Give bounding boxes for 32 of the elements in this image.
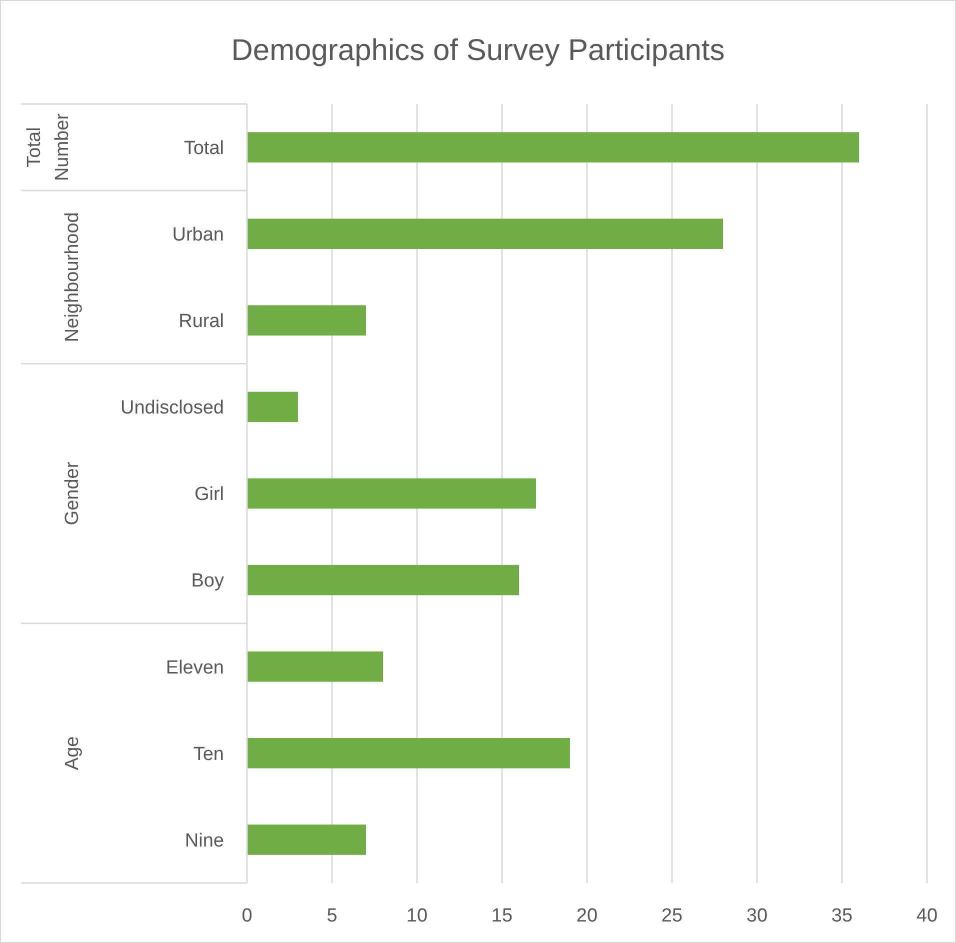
y-tick-label: Girl: [194, 484, 224, 506]
x-tick-label: 25: [661, 906, 683, 927]
y-tick-label: Boy: [191, 570, 224, 592]
text: Age: [62, 736, 83, 770]
bar: [247, 738, 570, 768]
x-tick-label: 15: [491, 906, 513, 927]
x-tick-label: 20: [576, 906, 598, 927]
x-tick-label: 5: [326, 906, 338, 927]
x-tick-label: 0: [242, 906, 252, 927]
bar: [247, 132, 859, 162]
y-tick-label: Nine: [184, 830, 224, 852]
bar: [247, 218, 723, 249]
y-tick-label: Undisclosed: [120, 398, 224, 419]
y-tick-label: Total: [184, 138, 224, 159]
bar: [247, 564, 519, 596]
y-tick-label: Eleven: [166, 657, 224, 678]
bar: [247, 305, 366, 336]
text: Total Number: [24, 112, 73, 182]
bar: [247, 478, 536, 509]
bar: [247, 824, 366, 855]
text: Gender: [62, 461, 83, 526]
y-tick-label: Urban: [172, 224, 224, 246]
text: Neighbourhood: [62, 212, 83, 342]
bar: [247, 651, 383, 682]
bar: [247, 392, 298, 422]
y-tick-label: Rural: [178, 311, 224, 332]
x-tick-label: 40: [916, 906, 938, 927]
chart-title: Demographics of Survey Participants: [231, 34, 725, 67]
x-tick-label: 30: [746, 906, 768, 927]
x-tick-label: 10: [406, 906, 428, 927]
y-tick-label: Ten: [193, 744, 224, 765]
x-tick-label: 35: [831, 906, 853, 927]
